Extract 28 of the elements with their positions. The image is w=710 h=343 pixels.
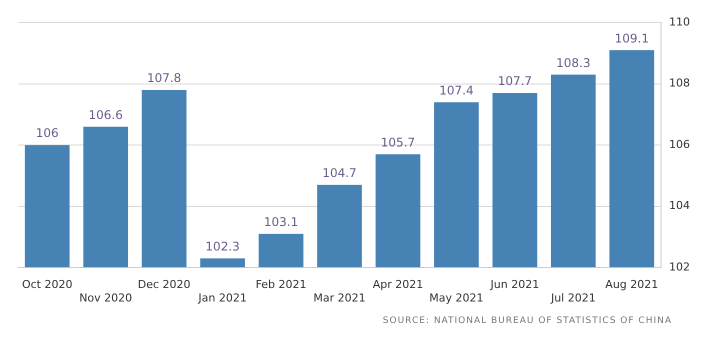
data-label: 105.7: [380, 135, 416, 150]
x-tick-label: Aug 2021: [605, 278, 658, 292]
x-tick-label: Nov 2020: [79, 291, 132, 304]
data-label: 104.7: [322, 166, 357, 180]
y-tick-label: 108: [669, 76, 690, 90]
x-tick-label: Jan 2021: [197, 291, 247, 304]
x-tick-label: Apr 2021: [372, 278, 424, 292]
data-label: 107.4: [439, 83, 474, 98]
x-tick-label: Dec 2020: [138, 278, 191, 292]
x-tick-label: May 2021: [429, 291, 484, 304]
y-tick-label: 106: [669, 138, 690, 151]
x-tick-label: Jun 2021: [490, 278, 540, 292]
data-label: 106.6: [88, 108, 123, 122]
data-label: 106: [36, 126, 59, 140]
data-label: 108.3: [556, 56, 590, 70]
y-tick-label: 102: [669, 260, 690, 274]
y-tick-label: 104: [669, 199, 690, 212]
y-tick-label: 110: [669, 15, 690, 28]
data-label: 107.7: [498, 74, 532, 88]
data-label: 107.8: [146, 71, 182, 86]
x-tick-label: Feb 2021: [256, 278, 307, 292]
x-tick-label: Jul 2021: [550, 291, 596, 304]
data-label: 103.1: [264, 215, 298, 230]
data-label: 109.1: [614, 31, 649, 46]
data-label: 102.3: [205, 240, 240, 254]
x-tick-label: Oct 2020: [22, 278, 72, 292]
source-note: SOURCE: NATIONAL BUREAU OF STATISTICS OF CHINA: [382, 316, 673, 326]
x-tick-label: Mar 2021: [313, 291, 366, 304]
